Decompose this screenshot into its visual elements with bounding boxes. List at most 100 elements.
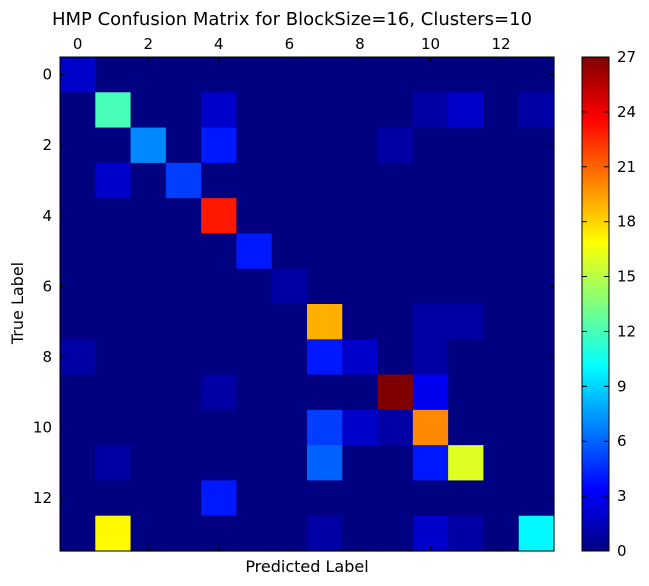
heatmap-cell bbox=[236, 445, 273, 482]
heatmap-cell bbox=[448, 339, 485, 376]
heatmap-cell bbox=[201, 515, 238, 552]
colorbar-tick-label: 21 bbox=[617, 158, 636, 176]
heatmap-cell bbox=[448, 409, 485, 446]
heatmap-cell bbox=[448, 162, 485, 199]
y-tick-label: 10 bbox=[33, 419, 52, 437]
heatmap-cell bbox=[483, 409, 520, 446]
heatmap-cell bbox=[165, 268, 202, 305]
heatmap-cell bbox=[483, 92, 520, 129]
heatmap-cell bbox=[60, 374, 96, 411]
heatmap-cell bbox=[342, 304, 379, 340]
y-axis-label: True Label bbox=[8, 262, 27, 345]
heatmap-cell bbox=[448, 127, 485, 164]
heatmap-cell bbox=[483, 57, 520, 93]
heatmap-cell bbox=[518, 304, 555, 340]
x-tick-label: 10 bbox=[421, 35, 440, 53]
heatmap-cell bbox=[518, 374, 555, 411]
heatmap-cell bbox=[60, 409, 96, 446]
heatmap-cell bbox=[201, 445, 238, 482]
heatmap-cell bbox=[412, 268, 449, 305]
x-tick-label: 8 bbox=[355, 35, 365, 53]
heatmap-cell bbox=[518, 339, 555, 376]
heatmap-cell bbox=[342, 127, 379, 164]
heatmap-cell bbox=[518, 198, 555, 235]
heatmap-cell bbox=[271, 374, 308, 411]
heatmap-cell bbox=[483, 480, 520, 517]
heatmap-cell bbox=[377, 480, 414, 517]
heatmap-cell bbox=[518, 127, 555, 164]
heatmap-cell bbox=[271, 409, 308, 446]
heatmap-cell bbox=[483, 445, 520, 482]
heatmap-cell bbox=[307, 445, 343, 482]
y-tick-label: 2 bbox=[42, 136, 52, 154]
heatmap-cell bbox=[518, 162, 555, 199]
heatmap-cell bbox=[448, 198, 485, 235]
heatmap-cell bbox=[201, 57, 238, 93]
heatmap-cell bbox=[377, 233, 414, 270]
heatmap-cell bbox=[95, 515, 132, 552]
heatmap-cell bbox=[236, 409, 273, 446]
colorbar-tick-label: 9 bbox=[617, 377, 627, 395]
heatmap-cell bbox=[518, 233, 555, 270]
heatmap-cell bbox=[201, 480, 238, 517]
heatmap-cell bbox=[448, 57, 485, 93]
heatmap-cell bbox=[165, 374, 202, 411]
y-tick-label: 6 bbox=[42, 277, 52, 295]
heatmap-cell bbox=[95, 304, 132, 340]
heatmap-cell bbox=[60, 339, 96, 376]
heatmap-cell bbox=[307, 374, 343, 411]
heatmap-cell bbox=[342, 374, 379, 411]
heatmap-cell bbox=[483, 127, 520, 164]
heatmap-cell bbox=[130, 57, 167, 93]
heatmap-cell bbox=[130, 339, 167, 376]
heatmap-cell bbox=[95, 374, 132, 411]
heatmap-cell bbox=[377, 92, 414, 129]
heatmap-cell bbox=[201, 339, 238, 376]
heatmap-cell bbox=[165, 304, 202, 340]
heatmap-cell bbox=[236, 480, 273, 517]
heatmap-cell bbox=[377, 304, 414, 340]
heatmap-cell bbox=[165, 339, 202, 376]
heatmap-cell bbox=[518, 480, 555, 517]
heatmap-cell bbox=[165, 480, 202, 517]
heatmap-cell bbox=[377, 374, 414, 411]
heatmap-cell bbox=[307, 57, 343, 93]
heatmap-cell bbox=[342, 57, 379, 93]
heatmap-cell bbox=[307, 339, 343, 376]
heatmap-cell bbox=[412, 233, 449, 270]
x-tick-label: 4 bbox=[214, 35, 224, 53]
heatmap-cell bbox=[342, 339, 379, 376]
heatmap-cell bbox=[307, 162, 343, 199]
heatmap-cell bbox=[412, 515, 449, 552]
heatmap-cell bbox=[95, 445, 132, 482]
heatmap-cell bbox=[307, 198, 343, 235]
heatmap-cell bbox=[130, 374, 167, 411]
heatmap-cell bbox=[95, 480, 132, 517]
heatmap-cell bbox=[518, 268, 555, 305]
colorbar-tick-label: 15 bbox=[617, 268, 636, 286]
heatmap-cell bbox=[95, 409, 132, 446]
heatmap-cell bbox=[342, 198, 379, 235]
heatmap-cell bbox=[342, 268, 379, 305]
heatmap-cell bbox=[165, 57, 202, 93]
heatmap-cell bbox=[201, 409, 238, 446]
colorbar: 0 3 6 9 12 15 18 21 24 27 bbox=[581, 48, 636, 560]
heatmap-cell bbox=[271, 92, 308, 129]
heatmap-cell bbox=[60, 57, 96, 93]
heatmap-cell bbox=[165, 162, 202, 199]
x-tick-label: 6 bbox=[285, 35, 295, 53]
heatmap-cell bbox=[95, 339, 132, 376]
heatmap-cell bbox=[271, 198, 308, 235]
x-tick-label: 0 bbox=[73, 35, 83, 53]
heatmap-cell bbox=[236, 304, 273, 340]
heatmap-cell bbox=[165, 409, 202, 446]
heatmap-cell bbox=[412, 57, 449, 93]
heatmap-cell bbox=[448, 515, 485, 552]
heatmap-cell bbox=[448, 92, 485, 129]
heatmap-cell bbox=[271, 127, 308, 164]
heatmap-cell bbox=[95, 57, 132, 93]
heatmap-cell bbox=[483, 198, 520, 235]
heatmap-cell bbox=[165, 515, 202, 552]
heatmap-cell bbox=[130, 162, 167, 199]
